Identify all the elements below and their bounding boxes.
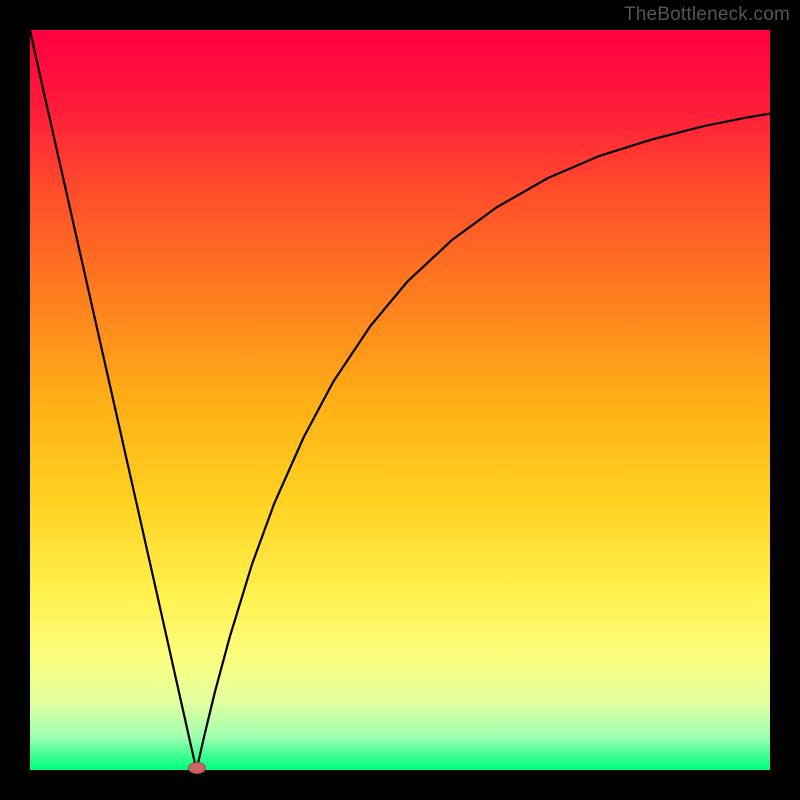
bottleneck-curve bbox=[30, 30, 770, 770]
minimum-marker bbox=[188, 762, 206, 774]
plot-area bbox=[30, 30, 770, 770]
chart-frame: TheBottleneck.com bbox=[0, 0, 800, 800]
watermark-text: TheBottleneck.com bbox=[624, 4, 790, 26]
